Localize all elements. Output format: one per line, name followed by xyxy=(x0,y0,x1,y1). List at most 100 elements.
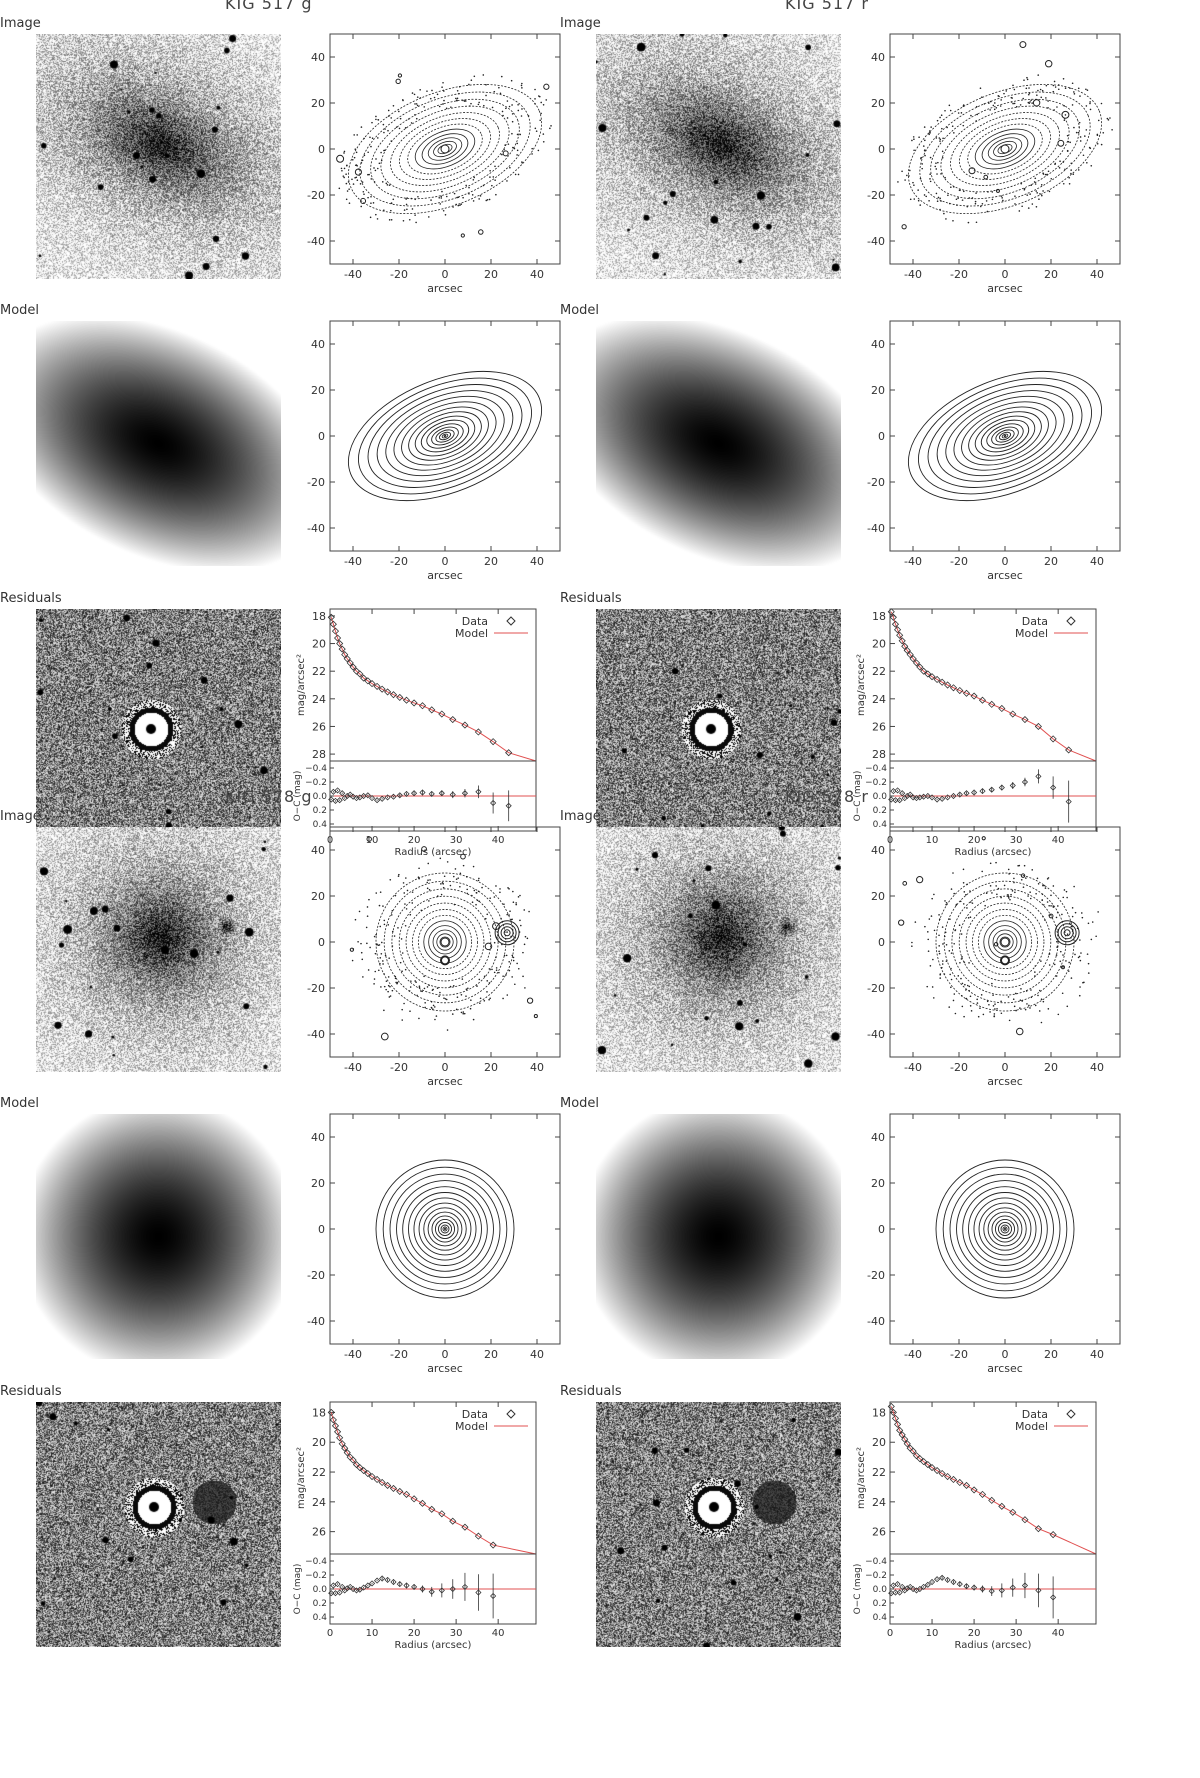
contour-speck xyxy=(502,975,504,977)
contour-speck xyxy=(1031,102,1033,104)
contour-speck xyxy=(939,116,941,119)
model-curve xyxy=(330,617,537,762)
data-point xyxy=(461,1523,469,1531)
contour-speck xyxy=(971,902,974,904)
y-tick-label: 20 xyxy=(312,1436,326,1449)
contour-speck xyxy=(476,899,479,902)
contour-speck xyxy=(388,996,391,998)
contour-speck xyxy=(427,862,430,865)
contour-speck xyxy=(1056,911,1059,914)
contour-speck xyxy=(494,165,496,168)
y-tick-label: 0 xyxy=(878,1223,885,1236)
contour-speck xyxy=(443,90,445,92)
isophote xyxy=(994,1218,1016,1240)
contour-speck xyxy=(406,208,408,211)
contour-speck xyxy=(960,112,963,114)
x-tick-label: -20 xyxy=(390,1061,408,1074)
residual-point xyxy=(920,1583,927,1590)
contour-speck xyxy=(469,105,471,107)
contour-speck xyxy=(414,103,416,105)
residual-point xyxy=(411,790,418,797)
contour-speck xyxy=(991,982,993,985)
galaxy-title: KIG 578 g xyxy=(225,787,313,806)
contour-speck xyxy=(912,181,914,184)
contour-speck xyxy=(363,193,365,196)
contour-speck xyxy=(542,140,545,143)
contour-speck xyxy=(937,196,940,199)
contour-speck xyxy=(445,998,448,1001)
residual-point xyxy=(979,1585,986,1593)
contour-speck xyxy=(438,995,440,997)
contour-speck xyxy=(360,205,363,208)
contour-speck xyxy=(380,986,382,988)
isophote xyxy=(426,423,464,449)
data-point xyxy=(428,1505,436,1513)
contour-speck xyxy=(1005,90,1008,92)
contour-speck xyxy=(1083,981,1085,984)
contour-speck xyxy=(1059,160,1061,162)
isophote xyxy=(974,415,1036,457)
contour-speck xyxy=(416,994,418,997)
contour-speck xyxy=(402,99,404,102)
contour-speck xyxy=(458,85,461,88)
contour-speck xyxy=(1082,154,1085,157)
contour-speck xyxy=(995,861,997,864)
isophote xyxy=(431,1215,459,1243)
contour-speck xyxy=(354,177,356,179)
y-tick-label: 20 xyxy=(871,97,885,110)
isophote xyxy=(907,370,1103,502)
contour-speck xyxy=(1058,167,1061,169)
residual-tick-label: −0.4 xyxy=(305,1557,327,1567)
data-point xyxy=(474,1532,482,1540)
contour-speck xyxy=(479,195,482,197)
contour-speck xyxy=(1042,1000,1045,1003)
y-tick-label: -20 xyxy=(307,189,325,202)
contour-speck xyxy=(411,891,414,893)
x-tick-label: -20 xyxy=(950,268,968,281)
contour-speck xyxy=(1056,106,1058,108)
contour-speck xyxy=(1078,126,1080,128)
contour-speck xyxy=(1034,975,1036,977)
contour-speck xyxy=(493,971,496,974)
contour-speck xyxy=(387,115,390,117)
contour-speck xyxy=(1057,905,1059,907)
contour-speck xyxy=(982,1013,985,1016)
contour-speck xyxy=(376,167,379,170)
contour-speck xyxy=(386,184,389,186)
contour-speck xyxy=(1063,119,1066,122)
contour-speck xyxy=(468,83,470,86)
data-point xyxy=(889,613,897,621)
contour-speck xyxy=(479,997,482,1000)
contour-speck xyxy=(442,81,444,84)
data-point xyxy=(949,1475,958,1484)
contour-speck xyxy=(1053,963,1056,966)
data-point xyxy=(418,1499,427,1507)
contour-speck xyxy=(1008,897,1010,899)
contour-speck xyxy=(434,1018,436,1021)
contour-speck xyxy=(1045,97,1047,99)
contour-speck xyxy=(443,997,445,999)
contour-speck xyxy=(479,1002,481,1004)
isophote xyxy=(968,1192,1042,1266)
contour-speck xyxy=(1013,1005,1016,1008)
data-point xyxy=(349,1456,357,1464)
contour-speck xyxy=(522,951,524,954)
contour-speck xyxy=(542,133,545,135)
residual-tick-label: 0.0 xyxy=(313,1585,328,1595)
contour-speck xyxy=(382,960,384,962)
isophote xyxy=(942,1166,1068,1292)
contour-speck xyxy=(478,900,480,903)
contour-speck xyxy=(418,1017,420,1020)
contour-speck xyxy=(463,1012,466,1015)
contour-speck xyxy=(418,985,421,987)
data-point xyxy=(438,710,446,718)
data-point xyxy=(334,1428,342,1436)
contour-speck xyxy=(508,888,510,890)
contour-speck xyxy=(965,894,967,896)
contour-speck xyxy=(991,191,994,193)
contour-speck xyxy=(989,885,992,887)
data-point xyxy=(962,689,971,697)
contour-speck xyxy=(507,887,509,889)
contour-speck xyxy=(423,975,425,978)
